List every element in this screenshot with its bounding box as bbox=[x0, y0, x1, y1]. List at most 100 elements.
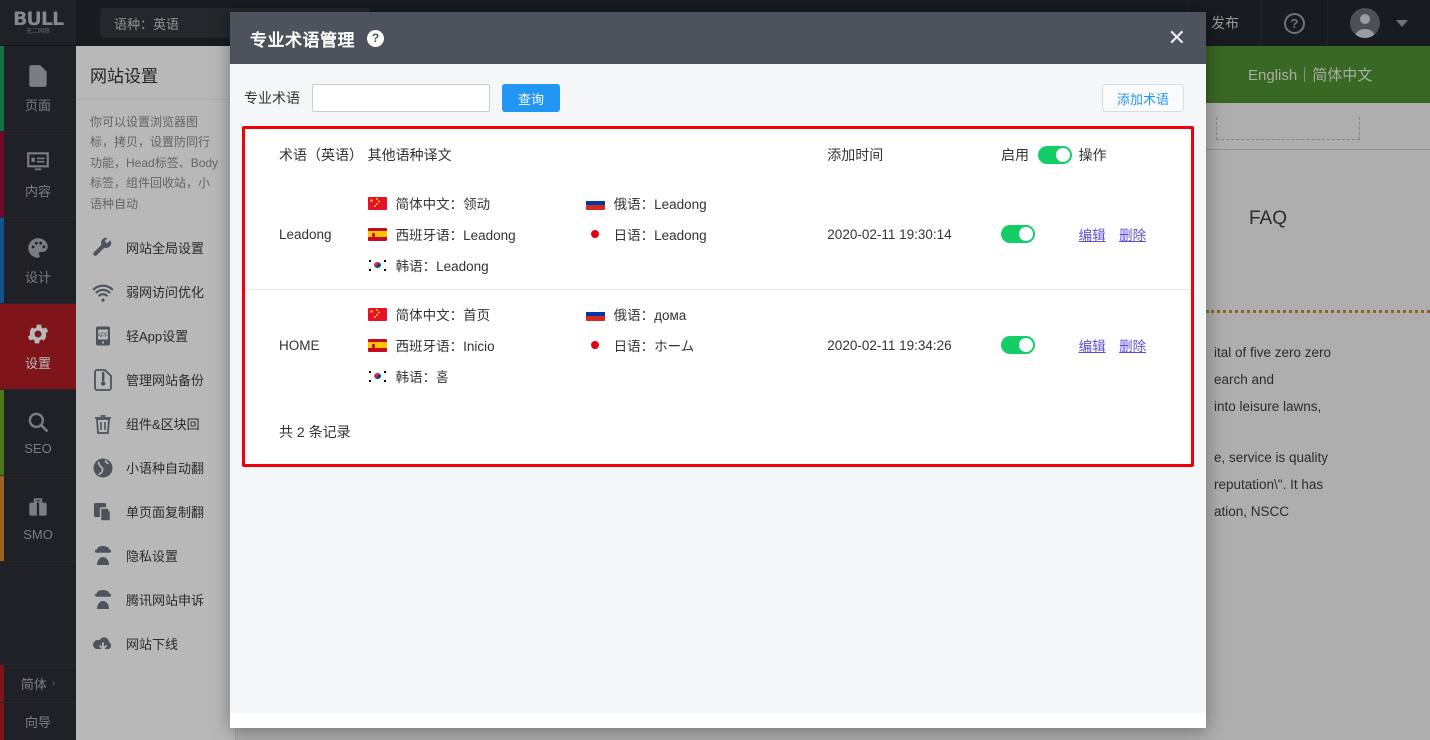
translation-text: 西班牙语：Inicio bbox=[395, 339, 495, 354]
sidebar-item-design[interactable]: 设计 bbox=[0, 218, 76, 304]
sidebar-item-smo[interactable]: SMO bbox=[0, 476, 76, 562]
col-header-operation: 操作 bbox=[1078, 147, 1107, 163]
settings-panel: 网站设置 你可以设置浏览器图标，拷贝，设置防同行功能，Head标签、Body标签… bbox=[76, 46, 236, 740]
table-row: Leadong 简体中文：领动 俄语：Leadong bbox=[245, 179, 1191, 290]
archive-icon bbox=[90, 367, 116, 393]
modal-header: 专业术语管理 ? ✕ bbox=[230, 12, 1206, 64]
brand-logo[interactable]: BULL 无二网络 bbox=[0, 0, 76, 46]
panel-description: 你可以设置浏览器图标，拷贝，设置防同行功能，Head标签、Body标签，组件回收… bbox=[90, 115, 219, 211]
panel-item-auto-translate[interactable]: 小语种自动翻 bbox=[76, 446, 235, 490]
translation-text: 西班牙语：Leadong bbox=[395, 228, 516, 243]
account-menu[interactable] bbox=[1327, 0, 1430, 46]
trash-icon bbox=[90, 411, 116, 437]
accent-bar bbox=[0, 218, 4, 303]
panel-item-global-settings[interactable]: 网站全局设置 bbox=[76, 226, 235, 270]
cell-term: Leadong bbox=[279, 226, 332, 242]
chevron-right-icon: › bbox=[51, 678, 56, 689]
cloud-download-icon bbox=[90, 631, 116, 657]
delete-link[interactable]: 删除 bbox=[1119, 339, 1147, 354]
user-avatar-icon bbox=[1350, 8, 1380, 38]
content-icon bbox=[25, 149, 51, 175]
flag-ru-icon bbox=[585, 307, 605, 321]
col-header-enable: 启用 bbox=[1001, 129, 1079, 179]
sidebar-item-seo[interactable]: SEO bbox=[0, 390, 76, 476]
brand-name: BULL bbox=[12, 8, 64, 30]
sidebar-item-locale[interactable]: 简体 › bbox=[0, 664, 76, 702]
row-enable-toggle[interactable] bbox=[1000, 336, 1035, 354]
delete-link[interactable]: 删除 bbox=[1119, 228, 1147, 243]
preview-language-bar: English｜简体中文 bbox=[1206, 46, 1430, 103]
translation-text: 日语：Leadong bbox=[613, 228, 707, 243]
copy-icon bbox=[90, 499, 116, 525]
preview-divider bbox=[1206, 310, 1430, 313]
cell-add-time: 2020-02-11 19:30:14 bbox=[827, 226, 952, 242]
question-mark-icon[interactable]: ? bbox=[367, 29, 384, 47]
panel-item-site-offline[interactable]: 网站下线 bbox=[76, 622, 235, 666]
panel-item-recycle[interactable]: 组件&区块回 bbox=[76, 402, 235, 446]
translation-item: 日语：ホーム bbox=[585, 335, 828, 355]
briefcase-icon bbox=[25, 495, 51, 521]
gear-icon bbox=[25, 321, 51, 347]
wifi-icon bbox=[90, 279, 116, 305]
flag-kr-icon bbox=[367, 369, 387, 383]
terminology-table-container: 术语（英语） 其他语种译文 添加时间 启用 操作 bbox=[242, 126, 1194, 467]
cell-add-time: 2020-02-11 19:34:26 bbox=[827, 289, 1001, 400]
sidebar-item-settings[interactable]: 设置 bbox=[0, 304, 76, 390]
translation-item: 韩语：홈 bbox=[367, 366, 586, 386]
edit-link[interactable]: 编辑 bbox=[1078, 339, 1106, 354]
preview-strip: English｜简体中文 FAQ ital of five zero zero … bbox=[1206, 46, 1430, 525]
sidebar-item-label: 页面 bbox=[24, 98, 51, 113]
col-header-term: 术语（英语） bbox=[279, 147, 363, 163]
sidebar-item-content[interactable]: 内容 bbox=[0, 132, 76, 218]
close-icon[interactable]: ✕ bbox=[1167, 25, 1186, 50]
sidebar-item-guide[interactable]: 向导 bbox=[0, 702, 76, 740]
sidebar-item-pages[interactable]: 页面 bbox=[0, 46, 76, 132]
translation-item: 俄语：дома bbox=[585, 304, 828, 324]
sidebar-item-label: SMO bbox=[23, 527, 53, 542]
panel-item-list: 网站全局设置 弱网访问优化 APP 轻App设置 管理网站备份 组件&区块回 小… bbox=[76, 220, 235, 672]
sidebar-bottom-group: 简体 › 向导 bbox=[0, 664, 76, 740]
page-icon bbox=[25, 63, 51, 89]
panel-item-label: 网站全局设置 bbox=[126, 241, 205, 257]
cell-translations: 简体中文：领动 俄语：Leadong 西班牙语：Leadong bbox=[367, 179, 828, 290]
preview-line: e, service is quality bbox=[1214, 450, 1329, 465]
flag-kr-icon bbox=[367, 258, 387, 272]
enable-all-toggle[interactable] bbox=[1037, 146, 1072, 164]
panel-item-light-app[interactable]: APP 轻App设置 bbox=[76, 314, 235, 358]
accent-bar bbox=[0, 390, 4, 475]
translation-item: 日语：Leadong bbox=[585, 224, 828, 244]
translation-text: 韩语：홈 bbox=[395, 370, 449, 385]
cell-operation: 编辑 删除 bbox=[1079, 179, 1191, 290]
panel-item-weak-network[interactable]: 弱网访问优化 bbox=[76, 270, 235, 314]
panel-item-label: 单页面复制翻 bbox=[126, 505, 205, 521]
translation-item: 西班牙语：Leadong bbox=[367, 224, 586, 244]
panel-item-label: 轻App设置 bbox=[126, 329, 189, 345]
spy-icon bbox=[90, 587, 116, 613]
modal-title: 专业术语管理 bbox=[250, 30, 355, 50]
accent-bar bbox=[0, 665, 4, 702]
panel-item-backups[interactable]: 管理网站备份 bbox=[76, 358, 235, 402]
query-button[interactable]: 查询 bbox=[502, 84, 561, 112]
terminology-table: 术语（英语） 其他语种译文 添加时间 启用 操作 bbox=[245, 129, 1191, 400]
panel-item-privacy[interactable]: 隐私设置 bbox=[76, 534, 235, 578]
row-enable-toggle[interactable] bbox=[1000, 225, 1035, 243]
sidebar-item-label: SEO bbox=[24, 441, 52, 456]
terminology-modal: 专业术语管理 ? ✕ 专业术语 查询 添加术语 术语（英语） 其他语种译文 添加… bbox=[230, 12, 1206, 728]
preview-language-label: English｜简体中文 bbox=[1248, 67, 1373, 84]
panel-item-copy-translate[interactable]: 单页面复制翻 bbox=[76, 490, 235, 534]
translation-item: 俄语：Leadong bbox=[585, 193, 828, 213]
spy-icon bbox=[90, 543, 116, 569]
panel-item-tencent-appeal[interactable]: 腾讯网站申诉 bbox=[76, 578, 235, 622]
table-row: HOME 简体中文：首页 俄语：дома bbox=[245, 289, 1191, 400]
flag-es-icon bbox=[367, 338, 387, 352]
help-button[interactable]: ? bbox=[1261, 0, 1327, 46]
translation-item: 简体中文：领动 bbox=[367, 193, 586, 213]
add-term-button[interactable]: 添加术语 bbox=[1101, 84, 1184, 112]
translation-text: 俄语：дома bbox=[613, 308, 687, 323]
terminology-search-input[interactable] bbox=[312, 84, 490, 112]
publish-label: 发布 bbox=[1211, 15, 1239, 31]
preview-body-text: ital of five zero zero earch and into le… bbox=[1206, 313, 1430, 525]
edit-link[interactable]: 编辑 bbox=[1078, 228, 1106, 243]
sidebar-item-label: 设计 bbox=[24, 270, 51, 285]
